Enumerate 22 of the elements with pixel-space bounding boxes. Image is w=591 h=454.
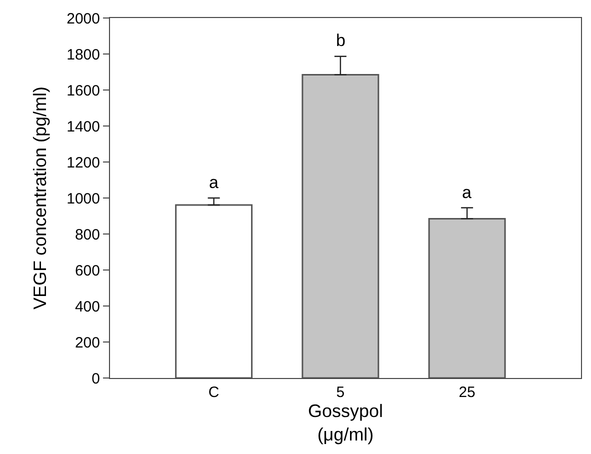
y-tick-label: 1200 <box>66 154 100 172</box>
y-tick-label: 0 <box>92 370 100 388</box>
bar <box>428 218 506 378</box>
y-tick-label: 2000 <box>66 10 100 28</box>
y-tick-label: 1800 <box>66 46 100 64</box>
y-tick-label: 200 <box>74 334 100 352</box>
x-tick-label: C <box>208 384 220 401</box>
y-tick-label: 800 <box>74 226 100 244</box>
y-tick-label: 1400 <box>66 118 100 136</box>
y-axis-title: VEGF concentration (pg/ml) <box>30 86 50 310</box>
y-tick-label: 400 <box>74 298 100 316</box>
y-tick-label: 1000 <box>66 190 100 208</box>
annotation: b <box>336 31 346 50</box>
x-tick-label: 5 <box>336 384 345 401</box>
x-tick-label: 25 <box>458 384 476 401</box>
bar <box>302 74 380 378</box>
annotation: a <box>209 173 219 192</box>
y-tick-label: 600 <box>74 262 100 280</box>
x-axis-title: Gossypol (μg/ml) <box>308 401 384 444</box>
bar <box>175 204 253 378</box>
y-tick-label: 1600 <box>66 82 100 100</box>
annotation: a <box>462 183 472 202</box>
